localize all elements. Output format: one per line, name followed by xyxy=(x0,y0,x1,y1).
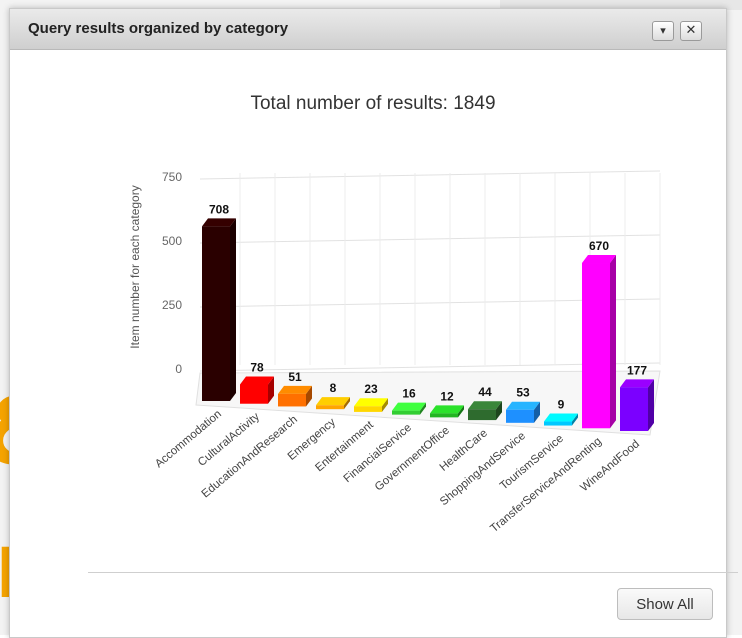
data-label: 9 xyxy=(558,398,565,412)
bar-side xyxy=(382,398,388,412)
dialog-title: Query results organized by category xyxy=(28,20,289,37)
background-toolbar-strip xyxy=(500,0,742,10)
dialog-close-button[interactable]: ✕ xyxy=(680,21,702,41)
data-label: 44 xyxy=(478,385,492,399)
data-label: 670 xyxy=(589,239,609,253)
bar-side xyxy=(610,255,616,429)
dialog-titlebar[interactable]: Query results organized by category ▾ ✕ xyxy=(10,9,726,50)
bar xyxy=(354,406,382,412)
y-tick-label: 750 xyxy=(162,170,182,184)
bar-side xyxy=(344,397,350,410)
bar-side xyxy=(534,401,540,423)
data-label: 53 xyxy=(516,386,530,400)
bar xyxy=(430,413,458,418)
bar-top xyxy=(354,398,388,407)
data-label: 78 xyxy=(250,360,264,374)
bar-side xyxy=(648,379,654,431)
data-label: 12 xyxy=(440,389,454,403)
bar xyxy=(202,226,230,401)
grid-line xyxy=(199,234,661,244)
bar-side xyxy=(496,401,502,421)
data-label: 23 xyxy=(364,382,378,396)
close-icon: ✕ xyxy=(685,23,697,38)
bar-top xyxy=(620,379,654,388)
chart-title: Total number of results: 1849 xyxy=(250,93,495,114)
bar-top xyxy=(392,402,426,411)
bar-top xyxy=(468,401,502,410)
y-tick-label: 0 xyxy=(175,362,182,376)
bar xyxy=(544,421,572,426)
y-tick-label: 500 xyxy=(162,234,182,248)
bar xyxy=(392,410,420,415)
y-axis-label: Item number for each category xyxy=(128,185,142,348)
bar xyxy=(316,405,344,410)
bar-top xyxy=(430,405,464,414)
bar-top xyxy=(506,401,540,410)
bar-top xyxy=(316,397,350,406)
bar-chart: Total number of results: 1849 Item number… xyxy=(128,93,661,535)
bar-top xyxy=(544,413,578,422)
bar xyxy=(468,409,496,421)
data-label: 51 xyxy=(288,370,302,384)
bar xyxy=(506,409,534,423)
grid-line xyxy=(199,170,661,180)
bar-side xyxy=(268,376,274,404)
y-tick-label: 250 xyxy=(162,298,182,312)
bar xyxy=(582,263,610,429)
x-tick-label: GovernmentOffice xyxy=(373,424,452,493)
bar-side xyxy=(420,402,426,415)
data-label: 8 xyxy=(330,381,337,395)
data-label: 16 xyxy=(402,387,416,401)
x-tick-label: Accommodation xyxy=(153,408,224,470)
bar xyxy=(620,387,648,431)
bar-side xyxy=(230,218,236,401)
bar-top xyxy=(240,376,274,385)
data-label: 177 xyxy=(627,363,647,377)
bar-top xyxy=(582,255,616,264)
bar-side xyxy=(306,385,312,407)
bar-side xyxy=(458,405,464,418)
bar xyxy=(278,393,306,407)
bar-top xyxy=(278,385,312,394)
chart-container: Total number of results: 1849 Item number… xyxy=(10,49,726,569)
show-all-button[interactable]: Show All xyxy=(617,588,713,620)
bar xyxy=(240,384,268,404)
dialog-menu-button[interactable]: ▾ xyxy=(652,21,674,41)
footer-divider xyxy=(88,572,738,573)
results-dialog: Query results organized by category ▾ ✕ … xyxy=(9,8,738,638)
data-label: 708 xyxy=(209,202,229,216)
bar-top xyxy=(202,218,236,227)
bar-side xyxy=(572,413,578,426)
chevron-down-icon: ▾ xyxy=(660,24,666,37)
